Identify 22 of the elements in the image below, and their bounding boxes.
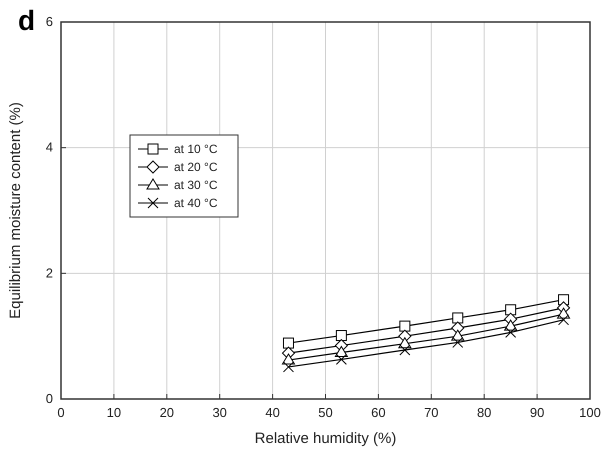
x-tick-label: 50 xyxy=(318,405,333,420)
x-tick-label: 70 xyxy=(424,405,439,420)
text: d xyxy=(18,5,36,36)
x-tick-label: 60 xyxy=(371,405,386,420)
x-tick-label: 100 xyxy=(579,405,601,420)
y-tick-label: 2 xyxy=(46,265,53,280)
x-axis-title: Relative humidity (%) xyxy=(254,430,396,447)
y-axis-title: Equilibrium moisture content (%) xyxy=(7,102,24,319)
x-tick-label: 40 xyxy=(265,405,280,420)
x-tick-label: 90 xyxy=(530,405,544,420)
legend-label: at 20 °C xyxy=(174,160,218,174)
x-tick-label: 10 xyxy=(106,405,122,420)
legend-label: at 40 °C xyxy=(174,196,218,210)
x-tick-label: 20 xyxy=(160,405,174,420)
x-tick-label: 80 xyxy=(476,405,492,420)
x-tick-label: 0 xyxy=(57,405,65,420)
y-tick-label: 6 xyxy=(46,14,53,29)
y-tick-label: 0 xyxy=(46,391,53,406)
legend-label: at 30 °C xyxy=(174,178,218,192)
legend-label: at 10 °C xyxy=(174,142,218,156)
x-tick-label: 30 xyxy=(212,405,227,420)
y-tick-label: 4 xyxy=(46,140,53,155)
